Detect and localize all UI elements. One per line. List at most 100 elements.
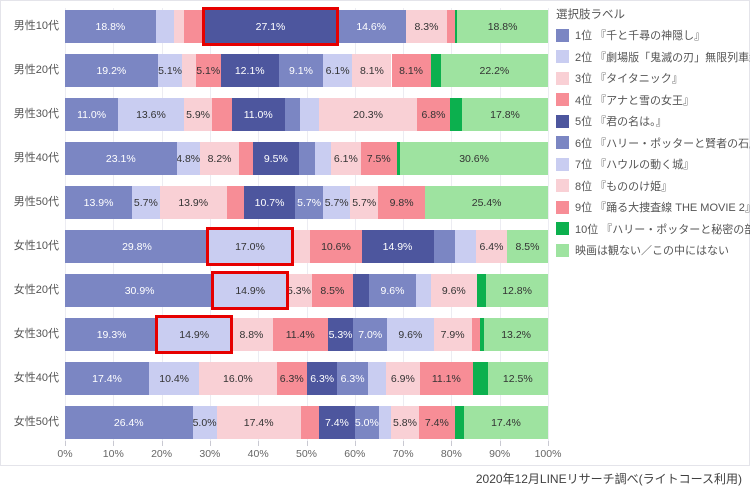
bar-segment: 6.4% <box>476 230 507 263</box>
y-category-label: 女性40代 <box>13 372 59 384</box>
legend-item: 10位 『ハリー・ポッターと秘密の部屋』 <box>556 221 750 237</box>
gridline <box>161 8 163 441</box>
chart-legend: 選択肢ラベル 1位 『千と千尋の神隠し』 2位 『劇場版「鬼滅の刃」無限列車編』 3… <box>556 6 750 264</box>
x-axis-tick <box>451 441 453 446</box>
x-axis-label: 80% <box>440 448 462 460</box>
bar-segment: 9.6% <box>387 318 434 351</box>
bar-segment: 6.3% <box>276 362 307 395</box>
gridline <box>403 8 405 441</box>
bar-segment <box>415 274 431 307</box>
bar-segment: 23.1% <box>65 142 177 175</box>
legend-item: 6位 『ハリー・ポッターと賢者の石』 <box>556 135 750 151</box>
bar-segment: 30.6% <box>400 142 548 175</box>
bar-segment <box>155 10 175 43</box>
x-axis-label: 20% <box>151 448 173 460</box>
bar-segment: 12.5% <box>487 362 548 395</box>
bar-segment: 5.1% <box>195 54 221 87</box>
bar-segment <box>300 98 320 131</box>
bar-segment: 4.8% <box>176 142 200 175</box>
bar-segment: 9.5% <box>252 142 299 175</box>
bar-segment: 12.1% <box>220 54 279 87</box>
legend-item: 2位 『劇場版「鬼滅の刃」無限列車編』 <box>556 49 750 65</box>
bar-segment: 19.3% <box>65 318 159 351</box>
y-category-label: 男性50代 <box>13 196 59 208</box>
legend-color-swatch <box>556 243 569 257</box>
bar-segment: 5.7% <box>295 186 323 219</box>
bar-segment: 17.4% <box>216 406 301 439</box>
legend-items: 1位 『千と千尋の神隠し』 2位 『劇場版「鬼滅の刃」無限列車編』 3位 『タイタニ… <box>556 27 750 258</box>
legend-item-label: 2位 『劇場版「鬼滅の刃」無限列車編』 <box>575 51 750 64</box>
bar-segment: 5.8% <box>391 406 420 439</box>
x-axis-tick <box>161 441 163 446</box>
x-axis-tick <box>258 441 260 446</box>
legend-item: 4位 『アナと雪の女王』 <box>556 92 750 108</box>
highlight-box <box>155 315 234 354</box>
bar-segment: 8.1% <box>391 54 431 87</box>
legend-item: 7位 『ハウルの動く城』 <box>556 156 750 172</box>
bar-segment <box>473 362 488 395</box>
bar-segment: 8.3% <box>406 10 447 43</box>
legend-item: 3位 『タイタニック』 <box>556 70 750 86</box>
x-axis-label: 60% <box>344 448 366 460</box>
x-axis-label: 50% <box>295 448 317 460</box>
bar-segment: 10.6% <box>310 230 362 263</box>
legend-color-swatch <box>556 114 569 128</box>
bar-segment: 10.4% <box>149 362 200 395</box>
bar-segment: 8.5% <box>506 230 548 263</box>
bar-segment <box>449 98 462 131</box>
y-category-label: 女性30代 <box>13 328 59 340</box>
bar-segment <box>298 142 315 175</box>
bar-segment: 5.9% <box>183 98 213 131</box>
bar-segment: 8.5% <box>311 274 353 307</box>
x-axis-tick <box>113 441 115 446</box>
bar-segment <box>378 406 391 439</box>
bar-segment: 27.1% <box>205 10 336 43</box>
legend-item: 8位 『もののけ姫』 <box>556 178 750 194</box>
legend-item: 1位 『千と千尋の神隠し』 <box>556 27 750 43</box>
bar-segment: 18.8% <box>457 10 548 43</box>
bar-segment <box>396 142 401 175</box>
bar-segment: 17.4% <box>65 362 150 395</box>
x-axis-tick <box>499 441 501 446</box>
bar-segment: 17.0% <box>208 230 292 263</box>
bar-segment: 11.0% <box>231 98 285 131</box>
y-category-label: 男性40代 <box>13 152 59 164</box>
legend-item: 9位 『踊る大捜査線 THE MOVIE 2』 <box>556 199 750 215</box>
bar-segment: 14.6% <box>335 10 407 43</box>
bar-segment: 5.7% <box>132 186 160 219</box>
legend-color-swatch <box>556 136 569 149</box>
bar-segment: 7.9% <box>433 318 472 351</box>
gridline <box>499 8 501 441</box>
bar-segment: 14.9% <box>158 318 231 351</box>
gridline <box>113 8 115 441</box>
bar-segment: 16.0% <box>199 362 277 395</box>
bar-segment: 10.7% <box>243 186 296 219</box>
bar-segment <box>182 54 196 87</box>
bar-segment: 19.2% <box>65 54 158 87</box>
x-axis-label: 100% <box>534 448 562 460</box>
x-axis-label: 0% <box>57 448 73 460</box>
bar-segment: 14.9% <box>214 274 287 307</box>
legend-color-swatch <box>556 50 569 63</box>
legend-item-label: 9位 『踊る大捜査線 THE MOVIE 2』 <box>575 202 750 214</box>
legend-item-label: 5位 『君の名は。』 <box>575 116 667 128</box>
y-category-label: 男性30代 <box>13 108 59 120</box>
bar-segment <box>212 98 232 131</box>
bar-segment <box>174 10 185 43</box>
x-axis-tick <box>65 441 66 446</box>
bar-segment <box>471 318 481 351</box>
highlight-box <box>211 271 290 310</box>
bar-segment: 6.8% <box>417 98 450 131</box>
gridline <box>451 8 453 441</box>
legend-color-swatch <box>556 222 569 235</box>
bar-segment: 12.8% <box>486 274 548 307</box>
legend-item-label: 1位 『千と千尋の神隠し』 <box>575 30 706 42</box>
bar-segment: 5.0% <box>354 406 379 439</box>
legend-color-swatch <box>556 71 569 85</box>
bar-segment <box>480 318 485 351</box>
bar-segment: 7.0% <box>353 318 388 351</box>
bar-segment: 13.6% <box>118 98 184 131</box>
bar-segment: 6.1% <box>331 142 361 175</box>
y-category-label: 男性10代 <box>13 20 59 32</box>
